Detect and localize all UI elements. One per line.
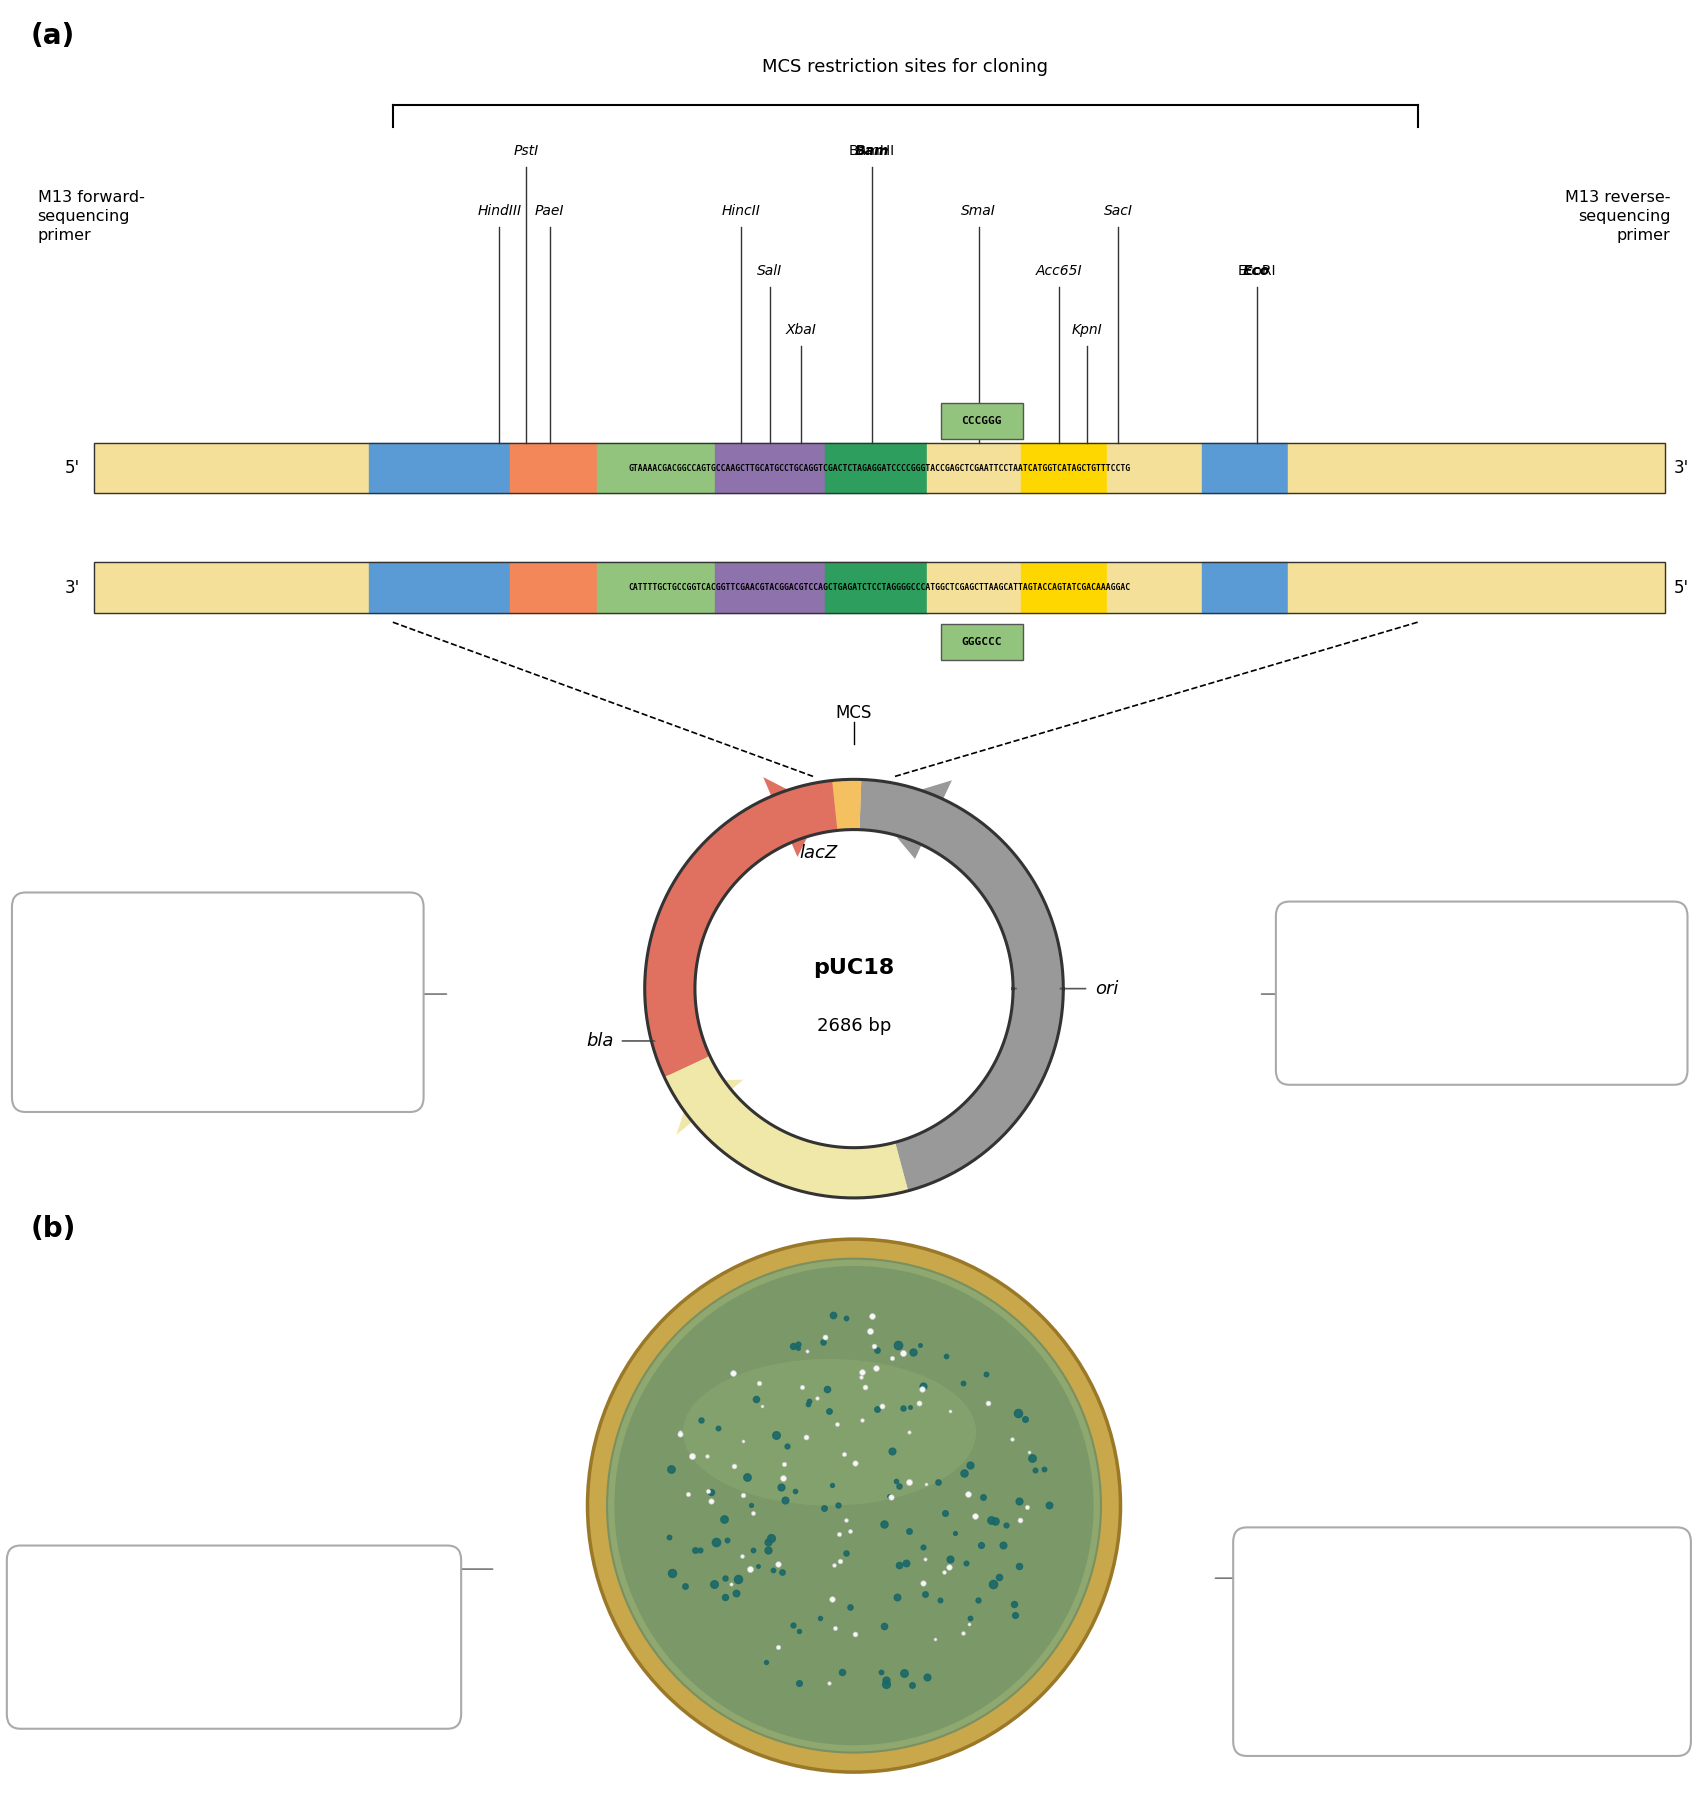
PathPatch shape xyxy=(859,780,1063,1190)
Bar xyxy=(1106,443,1202,493)
PathPatch shape xyxy=(644,780,1063,1197)
Bar xyxy=(510,562,596,613)
Text: Eco: Eco xyxy=(1243,263,1270,278)
Text: HincII: HincII xyxy=(722,203,760,218)
Bar xyxy=(714,562,824,613)
Text: 3': 3' xyxy=(65,579,80,597)
PathPatch shape xyxy=(831,780,860,831)
Bar xyxy=(596,443,714,493)
Text: White colonies identify
bacteria in which the lacZ
gene is disrupted, and
thus c: White colonies identify bacteria in whic… xyxy=(1263,1560,1453,1656)
Bar xyxy=(1202,443,1287,493)
Text: 5': 5' xyxy=(1673,579,1688,597)
Text: M13 reverse-
sequencing
primer: M13 reverse- sequencing primer xyxy=(1564,190,1669,243)
Text: MCS: MCS xyxy=(835,704,872,722)
Text: 3': 3' xyxy=(1673,459,1688,477)
Bar xyxy=(824,443,927,493)
Text: bla: bla xyxy=(586,1032,613,1050)
Bar xyxy=(596,562,714,613)
Text: (a): (a) xyxy=(31,22,75,49)
PathPatch shape xyxy=(869,780,951,860)
Text: BamHI: BamHI xyxy=(848,143,894,158)
Text: pUC18: pUC18 xyxy=(813,958,894,978)
Text: KpnI: KpnI xyxy=(1070,323,1101,337)
Text: GTAAAACGACGGCCAGTGCCAAGCTTGCATGCCTGCAGGTCGACTCTAGAGGATCCCCGGGTACCGAGCTCGAATTCCTA: GTAAAACGACGGCCAGTGCCAAGCTTGCATGCCTGCAGGT… xyxy=(628,464,1130,472)
FancyBboxPatch shape xyxy=(941,403,1022,439)
Bar xyxy=(824,562,927,613)
Text: The selectable marker gene
for β-lactamase,: The selectable marker gene for β-lactama… xyxy=(39,925,244,961)
Text: SmaI: SmaI xyxy=(961,203,995,218)
Text: 2686 bp: 2686 bp xyxy=(816,1018,891,1036)
Bar xyxy=(714,443,824,493)
Ellipse shape xyxy=(587,1239,1120,1772)
Text: GGGCCC: GGGCCC xyxy=(961,637,1002,648)
Bar xyxy=(94,562,369,613)
PathPatch shape xyxy=(763,776,821,856)
Bar xyxy=(1287,443,1664,493)
Ellipse shape xyxy=(606,1259,1101,1752)
Bar xyxy=(1021,443,1106,493)
Text: Acc65I: Acc65I xyxy=(1034,263,1082,278)
Ellipse shape xyxy=(615,1266,1092,1745)
PathPatch shape xyxy=(644,780,848,1078)
Bar xyxy=(94,443,1664,493)
Bar xyxy=(1106,562,1202,613)
Bar xyxy=(1287,562,1664,613)
Text: SacI: SacI xyxy=(1103,203,1132,218)
Ellipse shape xyxy=(683,1359,976,1506)
Text: EcoRI: EcoRI xyxy=(1238,263,1275,278)
Text: M13 forward-
sequencing
primer: M13 forward- sequencing primer xyxy=(38,190,145,243)
Text: XbaI: XbaI xyxy=(785,323,816,337)
Text: 5': 5' xyxy=(65,459,80,477)
Text: CCCGGG: CCCGGG xyxy=(961,415,1002,426)
Bar xyxy=(94,443,369,493)
Text: ori: ori xyxy=(1094,980,1118,998)
Text: CATTTTGCTGCCGGTCACGGTTCGAACGTACGGACGTCCAGCTGAGATCTCCTAGGGGCCCATGGCTCGAGCTTAAGCAT: CATTTTGCTGCCGGTCACGGTTCGAACGTACGGACGTCCA… xyxy=(628,584,1130,591)
PathPatch shape xyxy=(649,800,789,1076)
Bar xyxy=(510,443,596,493)
Bar xyxy=(1202,562,1287,613)
Text: Bam: Bam xyxy=(854,143,888,158)
Bar xyxy=(369,443,510,493)
Text: The selectable marker gene
for β-lactamase, bla (AmpR),
confers resistance to am: The selectable marker gene for β-lactama… xyxy=(39,925,256,1001)
PathPatch shape xyxy=(676,1079,743,1136)
Bar xyxy=(1021,562,1106,613)
Bar xyxy=(927,562,1021,613)
Bar xyxy=(369,562,510,613)
Text: lacZ: lacZ xyxy=(799,844,836,862)
Bar xyxy=(927,443,1021,493)
Text: (b): (b) xyxy=(31,1215,77,1243)
Text: HindIII: HindIII xyxy=(476,203,521,218)
FancyBboxPatch shape xyxy=(941,624,1022,660)
Bar xyxy=(94,562,1664,613)
Text: In a medium containing X-gal,
blue colonies identify bacteria
with functional la: In a medium containing X-gal, blue colon… xyxy=(38,1578,258,1634)
Text: The origin of replica-
tion allows DNA
replication in bacteria.: The origin of replica- tion allows DNA r… xyxy=(1302,934,1468,990)
Text: SalI: SalI xyxy=(756,263,782,278)
PathPatch shape xyxy=(896,802,1058,1186)
Text: PstI: PstI xyxy=(514,143,538,158)
Text: PaeI: PaeI xyxy=(534,203,563,218)
PathPatch shape xyxy=(695,1092,906,1194)
Text: MCS restriction sites for cloning: MCS restriction sites for cloning xyxy=(761,58,1048,76)
PathPatch shape xyxy=(664,1056,908,1197)
